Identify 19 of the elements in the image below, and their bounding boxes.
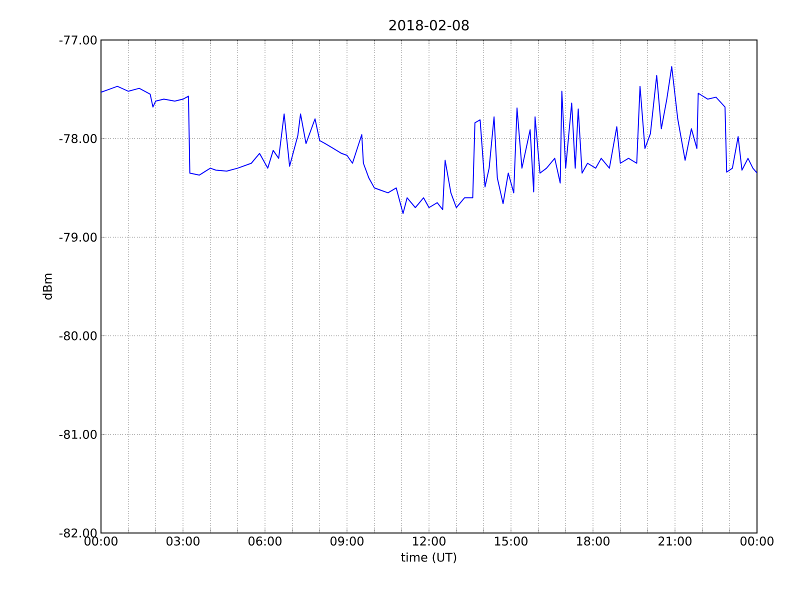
x-axis-title: time (UT) <box>401 552 456 564</box>
y-tick-label: -82.00 <box>59 528 97 538</box>
x-tick-label: 15:00 <box>495 536 528 546</box>
x-tick-label: 18:00 <box>577 536 610 546</box>
y-tick-label: -81.00 <box>59 430 97 439</box>
line-series <box>101 66 758 214</box>
x-tick-label: 12:00 <box>413 536 446 546</box>
y-tick-label: -77.00 <box>59 35 97 45</box>
y-tick-label: -79.00 <box>59 232 97 242</box>
x-tick-label: 03:00 <box>166 536 200 546</box>
x-tick-label: 09:00 <box>330 536 364 546</box>
y-axis-title: dBm <box>42 274 52 300</box>
x-tick-label: 00:00 <box>84 536 118 546</box>
x-tick-label: 06:00 <box>248 536 282 546</box>
x-tick-label: 00:00 <box>740 536 774 546</box>
x-tick-label: 21:00 <box>658 536 692 546</box>
y-tick-label: -78.00 <box>59 134 97 144</box>
chart-title: 2018-02-08 <box>389 20 469 30</box>
y-tick-label: -80.00 <box>59 331 97 340</box>
